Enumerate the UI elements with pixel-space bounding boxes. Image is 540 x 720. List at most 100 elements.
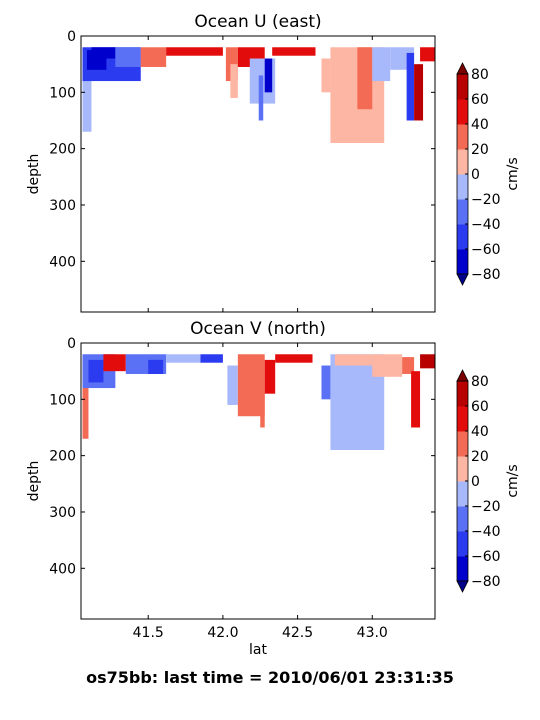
colorbar-segment	[457, 224, 468, 250]
y-tick-label: 0	[67, 29, 76, 45]
colorbar-tick-label: 80	[471, 374, 489, 390]
colorbar-segment	[457, 506, 468, 532]
x-tick-label: 42.0	[207, 625, 238, 641]
y-tick-label: 100	[49, 392, 76, 408]
colorbar-tick-label: −20	[471, 499, 501, 515]
contour-region	[372, 47, 391, 82]
y-tick-label: 200	[49, 142, 76, 158]
contour-region	[82, 382, 89, 439]
colorbar-extend-min	[456, 273, 469, 286]
colorbar-label: cm/s	[505, 157, 521, 190]
y-tick-label: 300	[49, 505, 76, 521]
colorbar-segment	[457, 99, 468, 125]
colorbar-segment	[457, 74, 468, 100]
y-ticks: 0 100 200 300 400	[49, 29, 435, 270]
contour-region	[200, 354, 223, 363]
y-axis-label: depth	[26, 154, 42, 195]
contour-region	[91, 47, 116, 59]
x-tick-label: 43.0	[357, 625, 388, 641]
x-tick-label: 41.5	[133, 625, 164, 641]
contour-region	[321, 365, 331, 400]
contour-region	[88, 359, 104, 383]
colorbar-tick-label: −80	[471, 574, 501, 590]
colorbar-tick-label: −20	[471, 192, 501, 208]
contour-region	[225, 47, 238, 82]
plot-frame	[80, 35, 436, 313]
contour-region	[166, 47, 223, 56]
colorbar-tick-label: −60	[471, 242, 501, 258]
colorbar-segment	[457, 431, 468, 457]
y-tick-label: 400	[49, 254, 76, 270]
contour-region	[411, 371, 421, 428]
colorbar-extend-max	[456, 62, 469, 75]
colorbar-extend-min	[456, 580, 469, 593]
contour-region	[334, 354, 373, 366]
panel-title: Ocean U (east)	[194, 12, 321, 32]
contour-region	[258, 75, 264, 121]
contour-region	[414, 64, 424, 121]
x-ticks: 41.5 42.0 42.5 43.0	[133, 343, 388, 641]
colorbar-tick-label: −40	[471, 524, 501, 540]
x-tick-label: 42.5	[282, 625, 313, 641]
contour-region	[260, 393, 265, 428]
colorbar-tick-label: 60	[471, 399, 489, 415]
colorbar-tick-label: 40	[471, 117, 489, 133]
contour-fills	[82, 47, 435, 144]
colorbar-tick-label: 40	[471, 424, 489, 440]
x-axis-label: lat	[249, 642, 267, 658]
colorbar-segment	[457, 249, 468, 275]
colorbar-segment	[457, 406, 468, 432]
panel-ocean-v: Ocean V (north) 41.5 42.0 42.5 43.0 0100200…	[26, 319, 521, 658]
colorbar-label: cm/s	[505, 464, 521, 497]
contour-region	[166, 354, 201, 363]
colorbar-segment	[457, 124, 468, 150]
colorbar-segment	[457, 456, 468, 482]
colorbar-tick-label: 0	[471, 474, 480, 490]
contour-region	[115, 47, 141, 67]
colorbar-tick-label: 60	[471, 92, 489, 108]
y-tick-label: 0	[67, 336, 76, 352]
contour-fills	[82, 354, 435, 451]
contour-region	[230, 64, 238, 98]
colorbar-segment	[457, 556, 468, 582]
colorbar-segment	[457, 481, 468, 507]
colorbar-tick-label: 20	[471, 449, 489, 465]
colorbar-tick-label: 20	[471, 142, 489, 158]
colorbar: 80 60 40 20 0 −20 −40 −60 −80	[456, 369, 501, 593]
y-tick-label: 400	[49, 561, 76, 577]
contour-region	[148, 359, 164, 374]
contour-region	[264, 58, 273, 93]
contour-region	[82, 75, 92, 132]
panel-title: Ocean V (north)	[190, 319, 326, 339]
figure-suptitle: os75bb: last time = 2010/06/01 23:31:35	[86, 668, 454, 687]
y-axis-label: depth	[26, 461, 42, 502]
colorbar-segment	[457, 531, 468, 557]
plot-frame	[80, 342, 436, 620]
y-tick-label: 300	[49, 198, 76, 214]
contour-region	[275, 354, 313, 363]
x-ticks	[147, 36, 373, 312]
contour-region	[321, 58, 331, 93]
colorbar-segment	[457, 199, 468, 225]
colorbar-extend-max	[456, 369, 469, 382]
colorbar-segment	[457, 381, 468, 407]
contour-region	[357, 47, 373, 110]
colorbar: 80 60 40 20 0 −20 −40 −60 −80	[456, 62, 501, 286]
colorbar-tick-label: −40	[471, 217, 501, 233]
contour-region	[227, 365, 238, 405]
colorbar-segment	[457, 174, 468, 200]
colorbar-tick-label: −80	[471, 267, 501, 283]
contour-region	[140, 47, 167, 67]
colorbar-tick-label: 0	[471, 167, 480, 183]
colorbar-tick-label: 80	[471, 67, 489, 83]
y-ticks: 0 100 200 300 400	[49, 336, 435, 577]
contour-region	[264, 359, 276, 394]
colorbar-segment	[457, 149, 468, 175]
colorbar-tick-label: −60	[471, 549, 501, 565]
contour-region	[420, 47, 435, 62]
y-tick-label: 100	[49, 85, 76, 101]
contour-region	[406, 52, 415, 121]
y-tick-label: 200	[49, 449, 76, 465]
